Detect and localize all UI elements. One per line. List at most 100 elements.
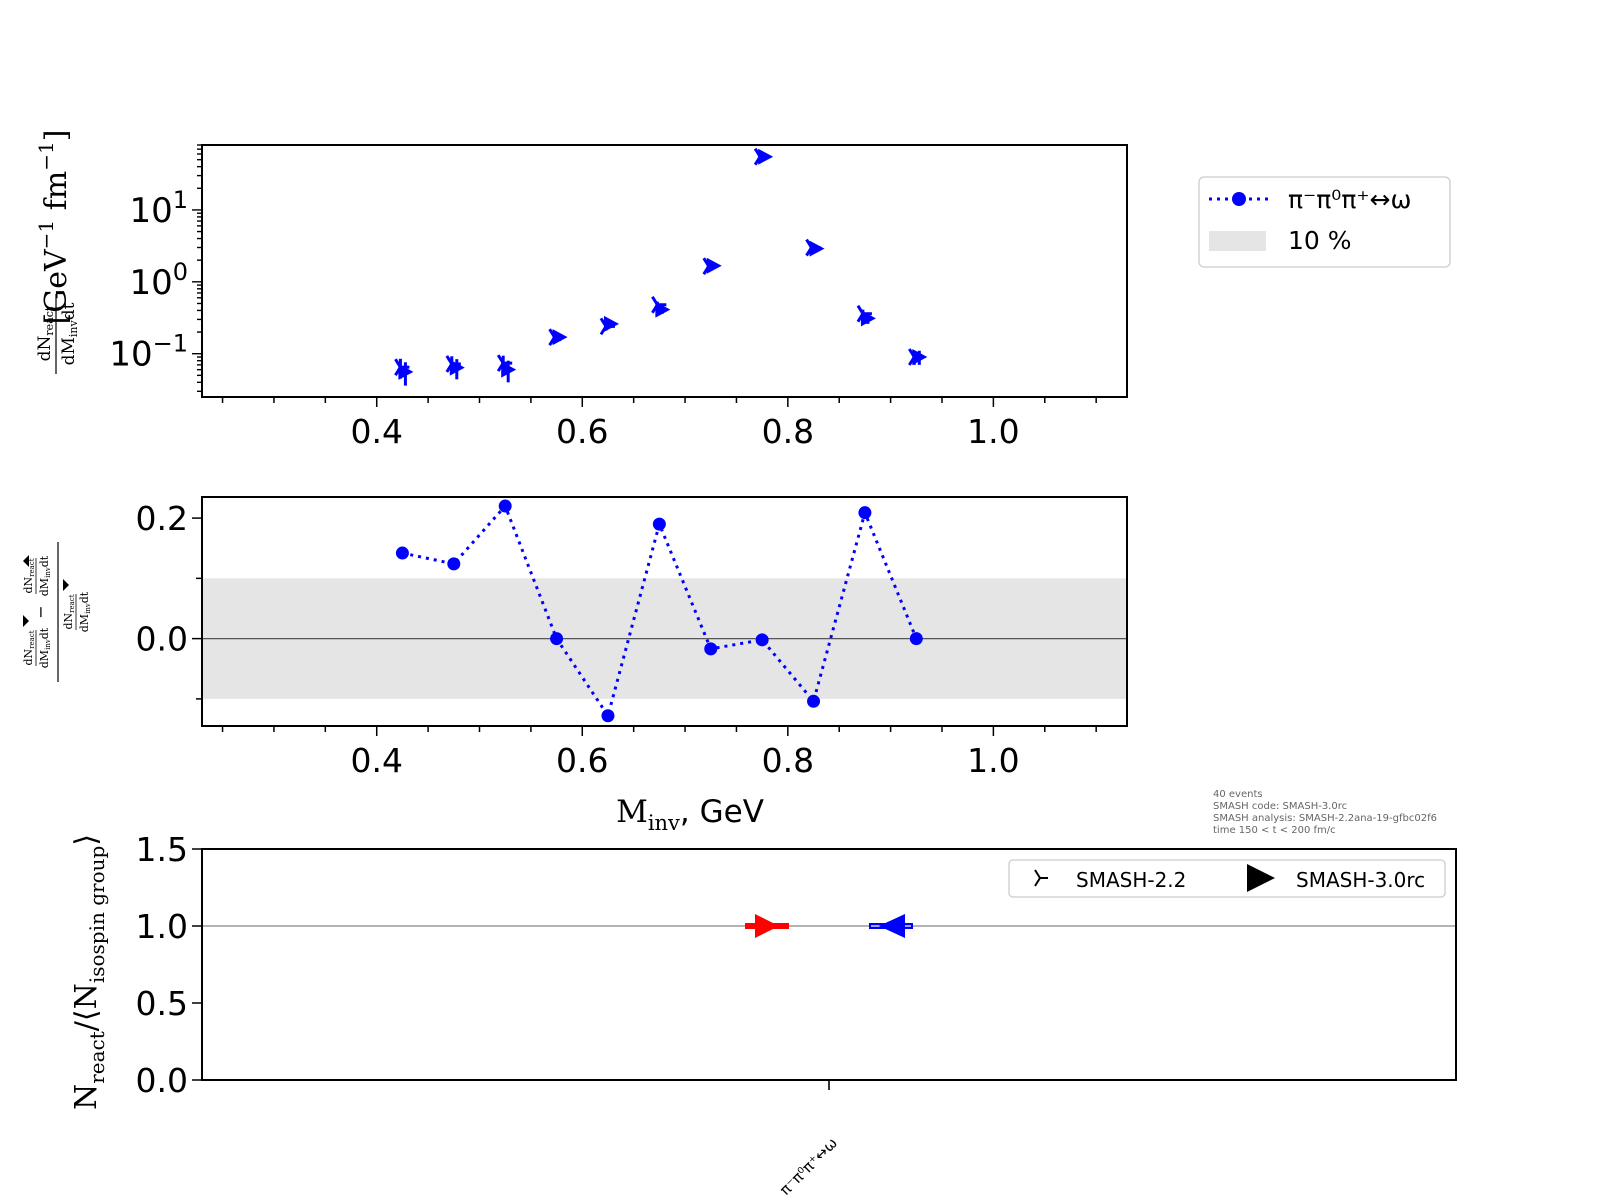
middle-x-label: Minv, GeV [616,794,764,835]
tri-arm [651,295,659,306]
middle-x-tick-label: 0.4 [350,741,402,780]
mid-ylabel-dt2: dt [38,555,51,567]
tri-arm [496,354,505,364]
middle-x-tick-label: 1.0 [967,741,1019,780]
tri-arm [599,325,608,336]
info-line-3: time 150 < t < 200 fm/c [1213,825,1336,836]
mid-ylabel-minus: − [31,605,50,618]
bottom-y-tick-label: 1.0 [136,907,188,946]
middle-data-point [909,632,923,646]
mid-ylabel-dn1: dN [22,648,35,665]
top-marker-smash22 [908,348,924,366]
middle-y-tick-label: 0.2 [136,499,188,538]
top-y-tick-label: 100 [129,258,188,303]
tri-arm [445,363,454,373]
middle-y-ticks: 0.0 0.2 [136,499,202,700]
tri-arm [856,304,865,315]
mid-ylabel-react1: react [28,630,36,649]
tri-arm [496,362,505,372]
svg-text:dNreact: dNreact [22,630,36,665]
xlabel-inv: inv [648,811,680,835]
tri-arm [753,155,762,166]
tri-arm [702,257,711,267]
top-ylabel-dn: dN [35,335,55,361]
svg-text:dNreact: dNreact [22,558,36,593]
top-ylabel-dt: dt [59,302,79,320]
mid-ylabel-inv3: inv [84,603,92,614]
svg-text:dMinvdt: dMinvdt [78,591,92,632]
svg-text:dMinvdt: dMinvdt [59,302,80,365]
tri-arm [445,355,454,365]
mid-ylabel-dn3: dN [62,612,75,629]
top-y-tick-label: 10−1 [109,330,188,375]
middle-data-point [807,694,821,708]
middle-data-point [755,633,769,647]
middle-panel: 0.4 0.6 0.8 1.0 0.00.2 Minv, GeV dNreact dM… [22,496,1128,835]
xlabel-gev: , GeV [680,794,764,830]
top-marker-smash22 [548,328,564,346]
bottom-y-tick-label: 0.0 [136,1061,188,1100]
top-ylabel-react: react [43,306,56,335]
middle-series-line [402,503,918,720]
top-data-marks [394,147,928,386]
legend-triangle-right-icon [1247,864,1275,892]
top-x-tick-label: 1.0 [967,412,1019,451]
top-y-label: dNreact dMinvdt [GeV−1 fm−1] [34,130,80,374]
tri-arm [805,238,813,249]
bottom-legend-label-smash30: SMASH-3.0rc [1296,868,1425,892]
bottom-data-marks [745,914,913,938]
legend-series-marker-icon [1232,192,1246,206]
middle-data-point [652,517,666,531]
bottom-y-label: Nreact/⟨Nisospin group⟩ [69,834,109,1110]
tri-arm [908,356,916,366]
middle-data-point [498,499,512,513]
svg-text:Nreact/⟨Nisospin group⟩: Nreact/⟨Nisospin group⟩ [69,834,109,1110]
bot-ylabel-n: N [69,1084,104,1110]
top-marker-smash30 [501,361,517,378]
tick-base: 10 [129,263,172,303]
top-marker-smash22 [496,354,513,372]
middle-data-marks [395,499,923,723]
bottom-y-tick-label: 1.5 [136,830,188,869]
tick-exponent: −1 [153,330,188,358]
mid-ylabel-react3: react [68,594,76,613]
tri-arm [753,147,762,158]
top-ylabel-dm: dM [59,337,79,365]
run-info-text: 40 events SMASH code: SMASH-3.0rc SMASH … [1213,789,1437,836]
middle-y-label: dNreact dMinvdt − dNreact dMinvdt dNreac… [22,542,92,682]
tri-arm [908,348,916,358]
svg-text:[GeV−1 fm−1]: [GeV−1 fm−1] [34,130,74,325]
tri-arm [805,246,813,257]
bottom-y-ticks: 0.0 0.5 1.0 1.5 [136,830,202,1100]
tri-arm [702,265,711,275]
tri-arm [394,358,402,368]
mid-ylabel-dm2: dM [38,578,51,596]
tri-arm [651,303,659,314]
bottom-y-tick-label: 0.5 [136,984,188,1023]
legend-series-label: π⁻π⁰π⁺↔ω [1288,185,1411,214]
bot-ylabel-close: ⟩ [69,834,104,846]
top-marker-smash22 [702,257,718,275]
mid-ylabel-dt1: dt [38,627,51,639]
bottom-legend-label-smash22: SMASH-2.2 [1076,868,1186,892]
top-marker-smash22 [651,295,667,314]
top-x-tick-label: 0.8 [762,412,814,451]
top-marker-smash30 [603,315,619,332]
info-line-1: SMASH code: SMASH-3.0rc [1213,801,1347,812]
middle-y-tick-label: 0.0 [136,620,188,659]
top-marker-smash22 [805,238,821,257]
middle-x-tick-label: 0.6 [556,741,608,780]
tri-arm [394,366,402,376]
info-line-0: 40 events [1213,789,1263,800]
tri-arm [599,317,608,328]
bot-ylabel-react: react [85,1031,109,1084]
bottom-x-tick-label: π⁻π⁰π⁺↔ω [776,1134,841,1199]
mid-ylabel-dm1: dM [38,650,51,668]
top-plot-frame [201,144,1128,398]
middle-data-point [550,632,564,646]
tick-base: 10 [109,335,152,375]
middle-x-ticks: 0.4 0.6 0.8 1.0 [221,726,1097,780]
mid-ylabel-inv2: inv [44,567,52,578]
info-line-2: SMASH analysis: SMASH-2.2ana-19-gfbc02f6 [1213,813,1437,824]
